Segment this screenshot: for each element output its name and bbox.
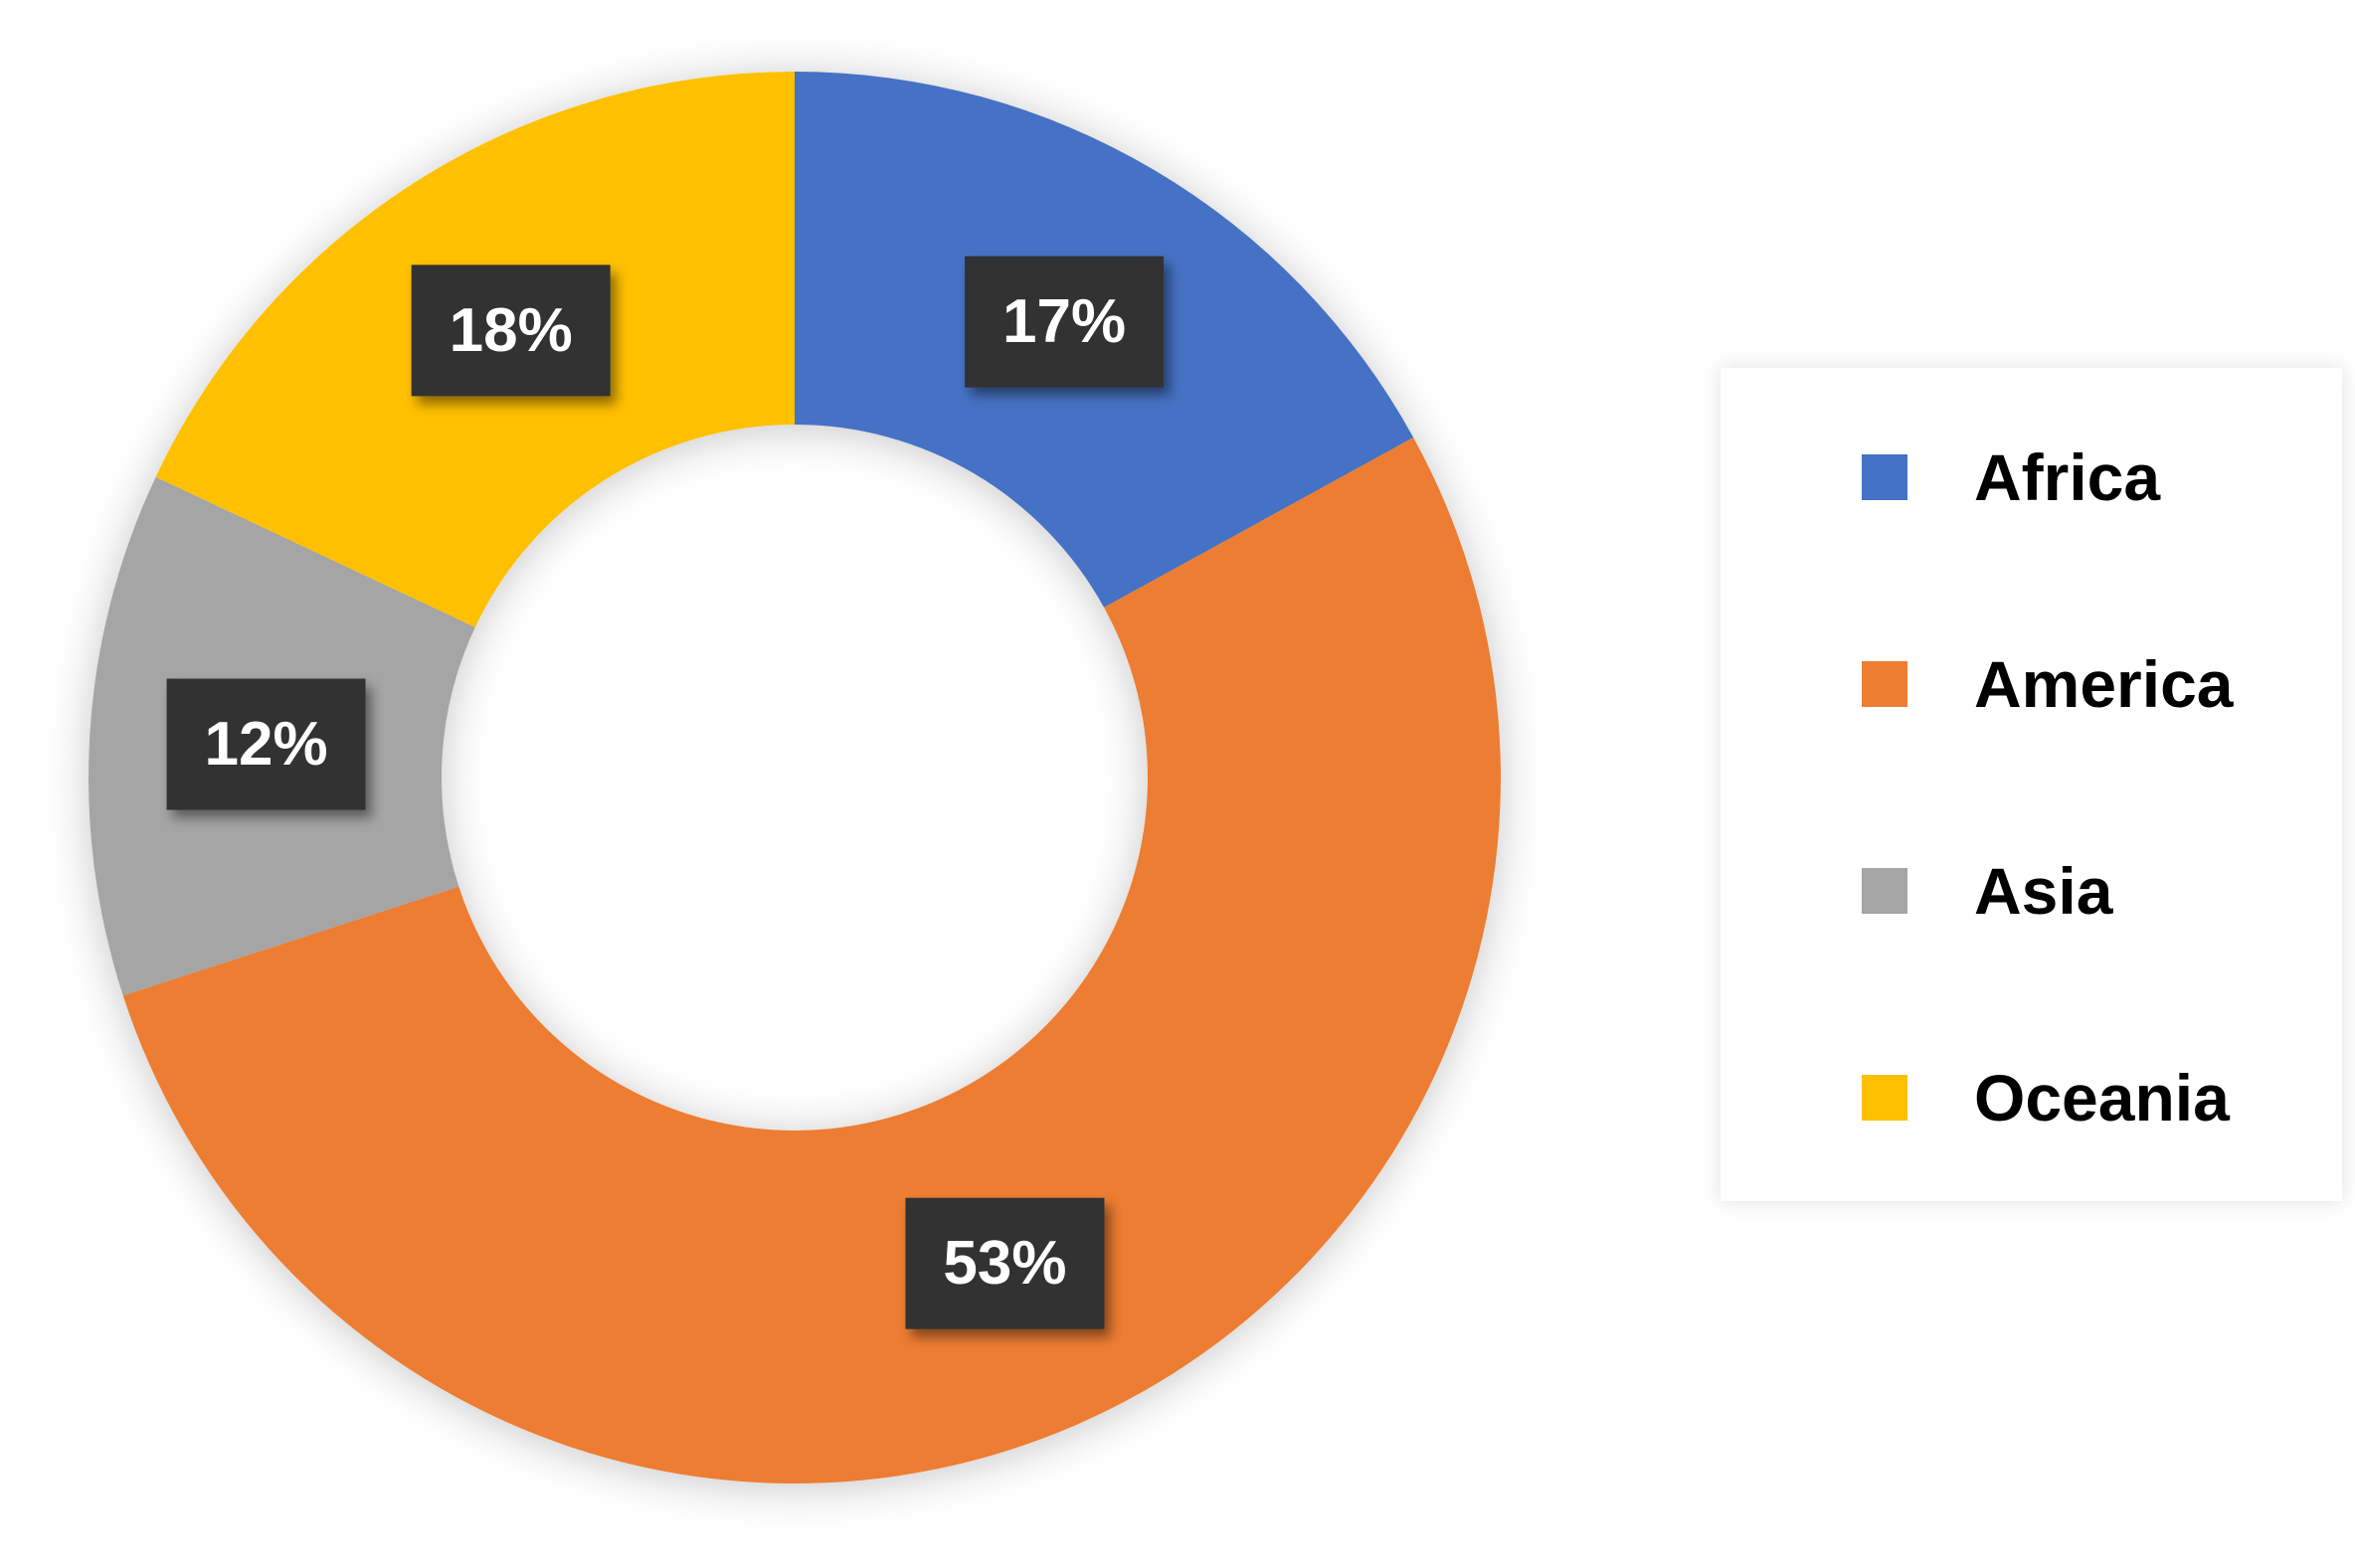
legend-label: Asia [1974,854,2114,928]
data-label: 18% [411,264,611,397]
data-label: 53% [905,1197,1105,1329]
data-label-text: 18% [450,296,573,365]
data-label-box [905,1197,1105,1329]
data-labels: 17% 53% 12% 18% [166,256,1165,1329]
legend-swatch [1862,1075,1907,1121]
data-label-box [965,256,1165,388]
data-label-box [166,678,366,810]
data-label-text: 53% [943,1229,1066,1298]
legend: Africa America Asia Oceania [1862,440,2235,1134]
data-label-text: 17% [1002,287,1126,356]
donut-slice [122,436,1502,1484]
legend-label: America [1974,647,2235,721]
legend-label: Africa [1974,440,2161,514]
legend-label: Oceania [1974,1061,2231,1134]
legend-box [1721,368,2342,1201]
legend-swatch [1862,661,1907,707]
data-label-box [411,264,611,397]
data-label: 17% [965,256,1165,388]
legend-swatch [1862,868,1907,914]
data-label-text: 12% [205,710,328,779]
data-label: 12% [166,678,366,810]
legend-swatch [1862,454,1907,500]
